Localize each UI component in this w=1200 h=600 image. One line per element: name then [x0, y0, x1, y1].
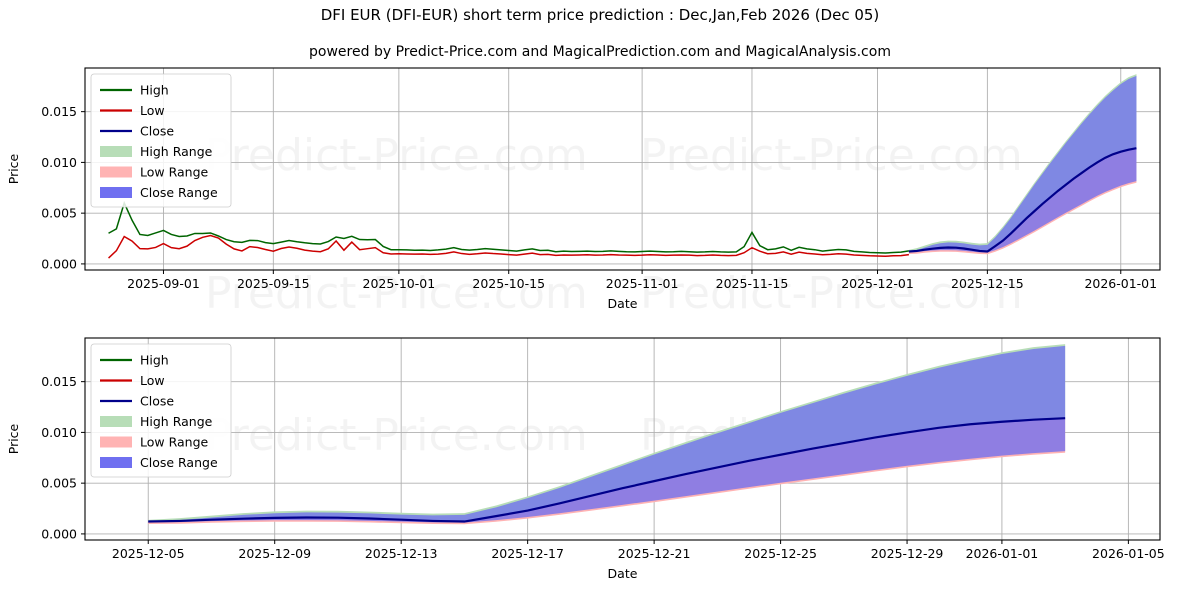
legend-label: Low [140, 103, 165, 118]
close-range-band [908, 75, 1137, 253]
x-tick-label: 2025-09-15 [237, 276, 310, 291]
close-line [908, 147, 1137, 253]
x-tick-label: 2026-01-01 [966, 546, 1039, 561]
y-axis: 0.000 0.005 0.010 0.015 [41, 374, 85, 541]
legend-swatch-close-range [100, 457, 132, 468]
y-tick-label: 0.010 [41, 155, 77, 170]
legend-swatch-close-range [100, 187, 132, 198]
y-tick-label: 0.015 [41, 374, 77, 389]
page-subtitle: powered by Predict-Price.com and Magical… [309, 44, 891, 60]
y-tick-label: 0.015 [41, 104, 77, 119]
low-line [108, 234, 910, 259]
plot-frame [84, 67, 1161, 271]
x-tick-label: 2025-12-15 [951, 276, 1024, 291]
x-tick-label: 2025-10-01 [363, 276, 436, 291]
legend-label: High [140, 82, 169, 97]
y-axis-label: Price [6, 153, 21, 184]
legend-label: Close Range [140, 185, 218, 200]
y-tick-label: 0.000 [41, 526, 77, 541]
x-axis: 2025-09-01 2025-09-15 2025-10-01 2025-10-15… [127, 270, 1157, 291]
x-tick-label: 2026-01-05 [1092, 546, 1165, 561]
x-tick-label: 2025-12-09 [238, 546, 311, 561]
x-tick-label: 2025-12-29 [871, 546, 944, 561]
watermark-text: Predict-Price.com [205, 410, 588, 461]
x-tick-label: 2025-12-17 [491, 546, 564, 561]
x-axis: 2025-12-05 2025-12-09 2025-12-13 2025-12-17… [112, 540, 1165, 561]
legend-swatch-high-range [100, 146, 132, 157]
legend-label: Low [140, 373, 165, 388]
chart-legend: High Low Close High Range Low Range Close Ran… [90, 343, 232, 478]
close-range-band [148, 345, 1066, 523]
y-axis: 0.000 0.005 0.010 0.015 [41, 104, 85, 271]
bottom-chart: Predict-Price.comPredict-Price.com0.0000… [6, 337, 1165, 581]
x-tick-label: 2025-11-01 [606, 276, 679, 291]
legend-label: Low Range [140, 164, 209, 179]
top-chart: Predict-Price.com Predict-Price.com Predic… [6, 67, 1161, 310]
legend-swatch-low-range [100, 436, 132, 448]
watermark-text: Predict-Price.com [205, 268, 588, 310]
legend-label: High Range [140, 144, 213, 159]
legend-swatch-high-range [100, 416, 132, 427]
y-tick-label: 0.005 [41, 476, 77, 491]
page-title: DFI EUR (DFI-EUR) short term price predi… [320, 6, 880, 24]
legend-label: Close Range [140, 455, 218, 470]
x-tick-label: 2025-10-15 [472, 276, 545, 291]
legend-label: Low Range [140, 434, 209, 449]
x-tick-label: 2026-01-01 [1084, 276, 1157, 291]
chart-legend: High Low Close High Range Low Range Close Ran… [90, 73, 232, 208]
x-tick-label: 2025-12-01 [841, 276, 914, 291]
high-line [108, 200, 910, 254]
x-tick-label: 2025-12-25 [744, 546, 817, 561]
y-tick-label: 0.005 [41, 206, 77, 221]
watermark-text: Predict-Price.com [640, 130, 1023, 181]
watermark-layer: Predict-Price.com Predict-Price.com Predic… [205, 130, 1023, 310]
legend-swatch-low-range [100, 166, 132, 178]
x-tick-label: 2025-12-21 [618, 546, 691, 561]
x-tick-label: 2025-11-15 [716, 276, 789, 291]
x-tick-label: 2025-09-01 [127, 276, 200, 291]
x-axis-label: Date [608, 296, 638, 310]
y-tick-label: 0.000 [41, 256, 77, 271]
y-tick-label: 0.010 [41, 425, 77, 440]
legend-label: Close [140, 123, 174, 138]
watermark-text: Predict-Price.com [640, 268, 1023, 310]
watermark-text: Predict-Price.com [205, 130, 588, 181]
legend-label: High Range [140, 414, 213, 429]
y-axis-label: Price [6, 423, 21, 454]
x-axis-label: Date [608, 566, 638, 581]
legend-label: Close [140, 393, 174, 408]
legend-label: High [140, 352, 169, 367]
plot-frame [84, 337, 1161, 541]
x-tick-label: 2025-12-05 [112, 546, 185, 561]
close-line [148, 417, 1066, 523]
x-tick-label: 2025-12-13 [365, 546, 438, 561]
